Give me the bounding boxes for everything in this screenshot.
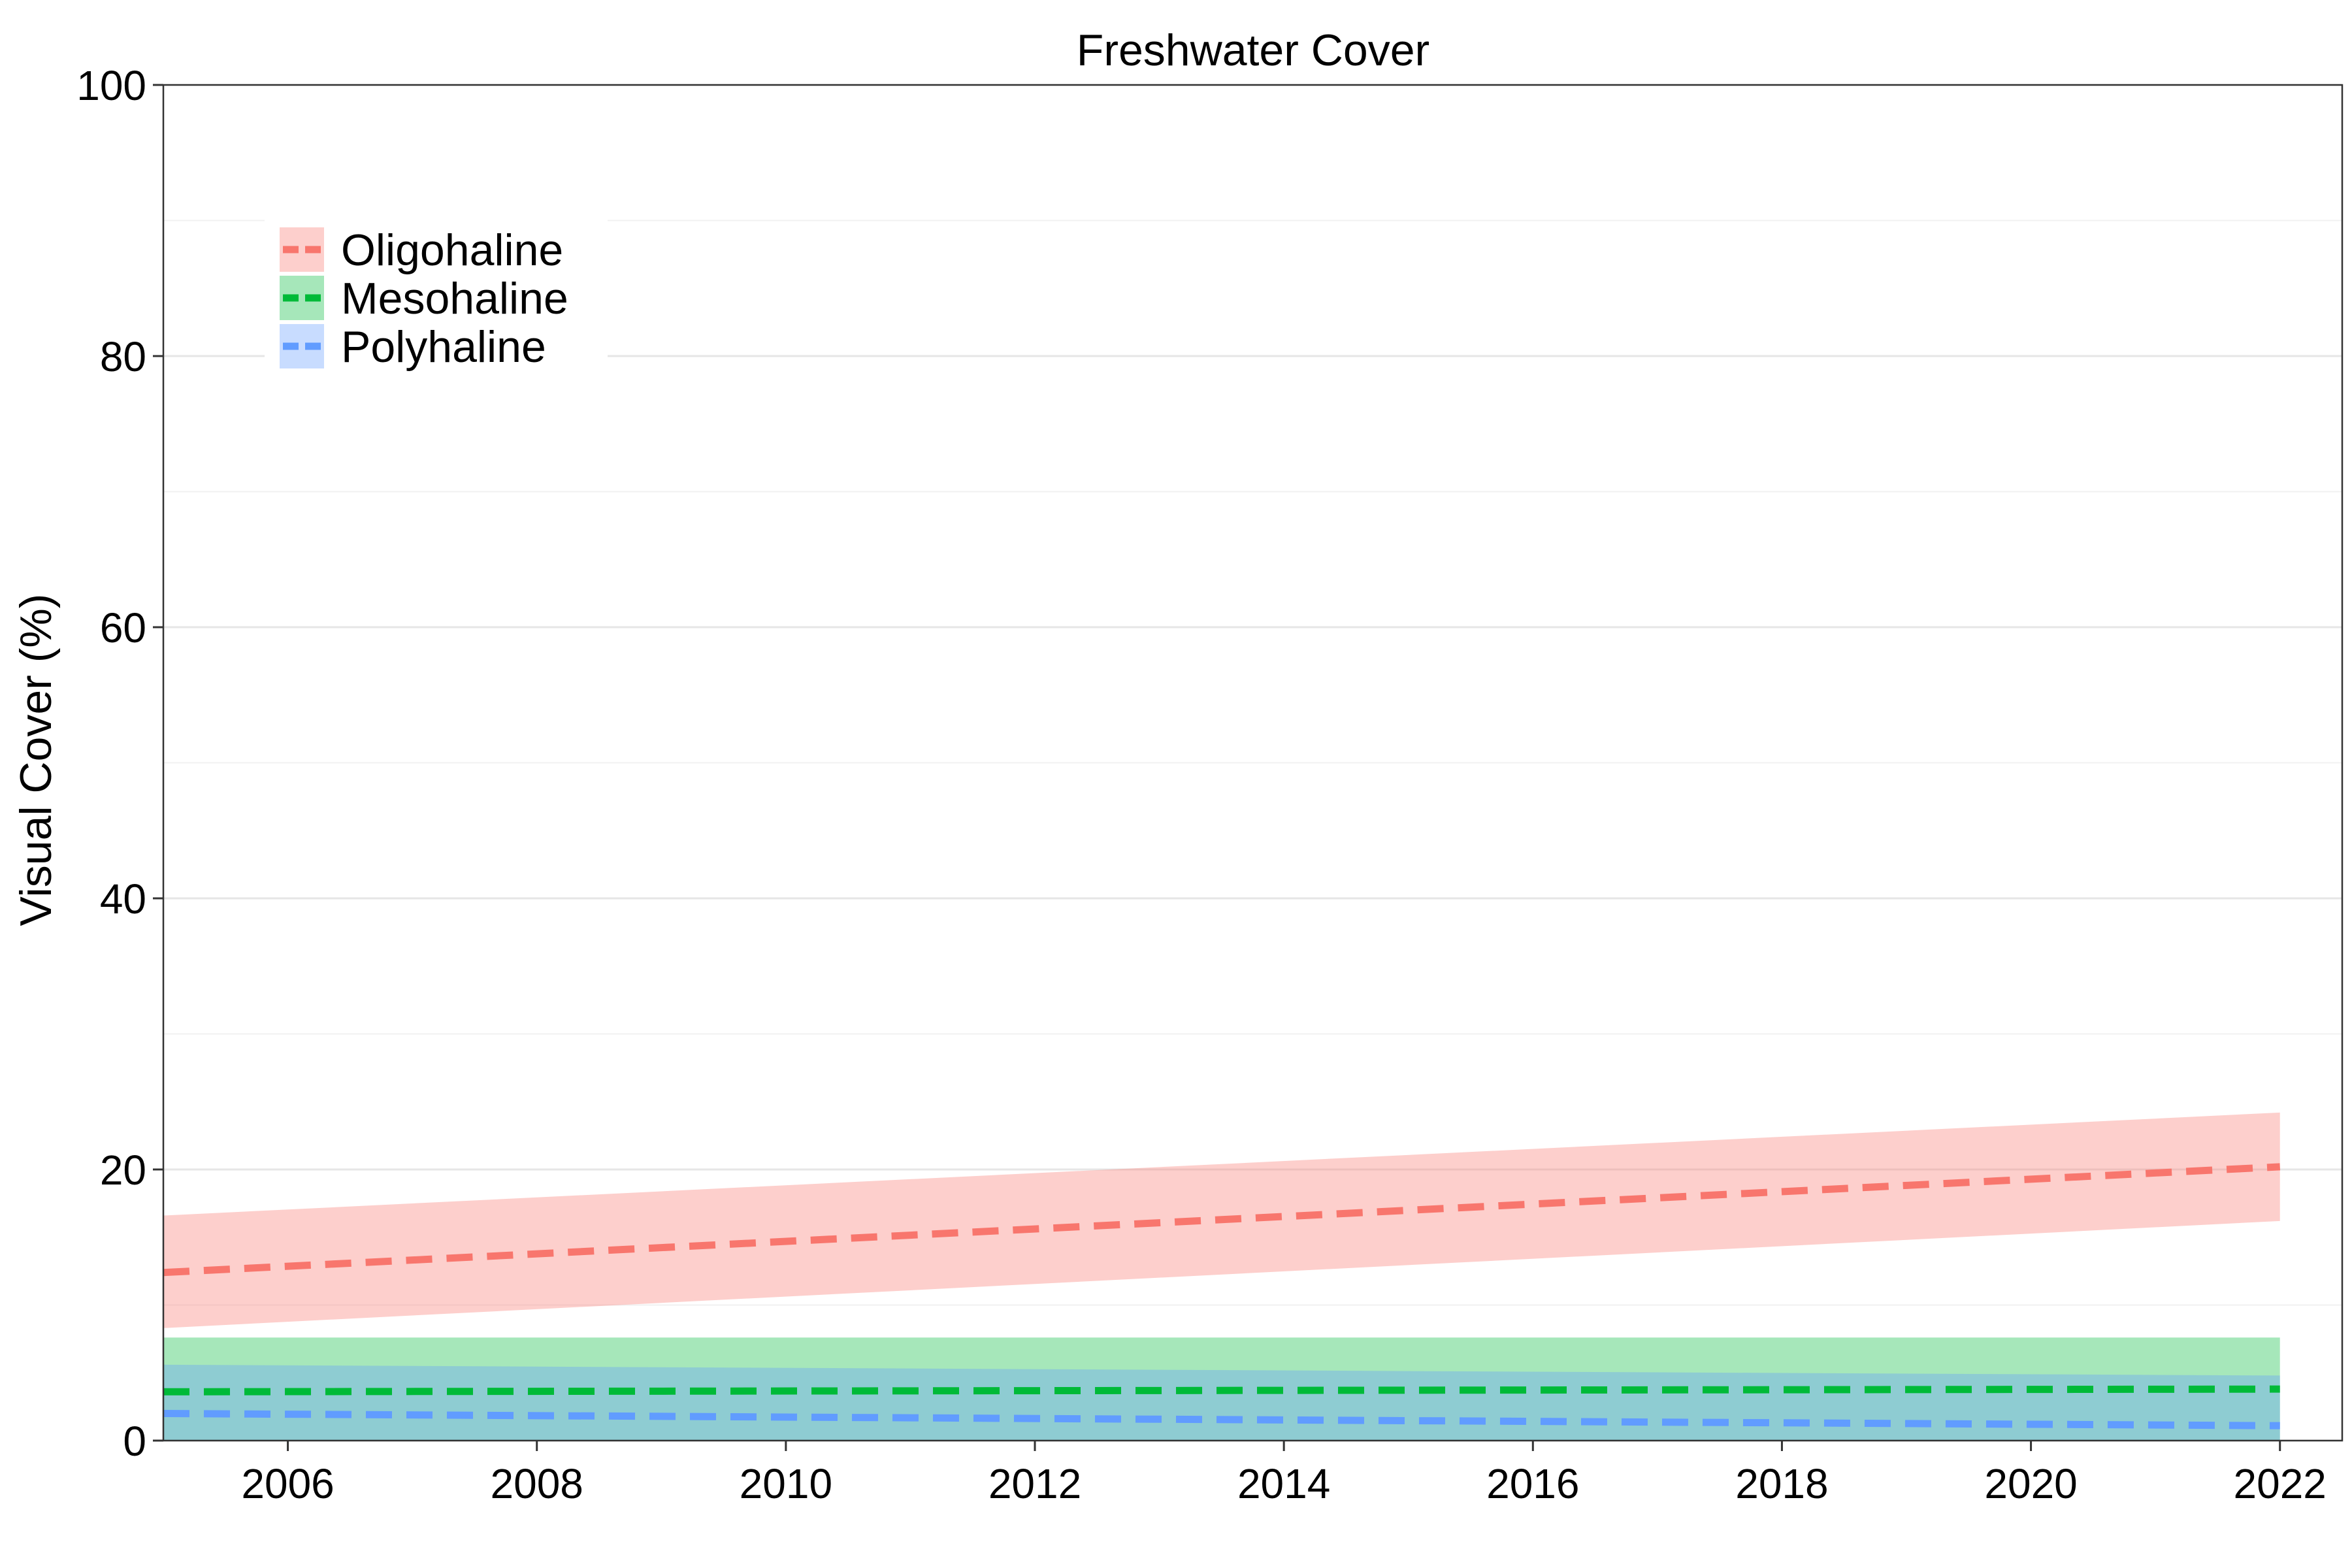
fit-line-polyhaline [163, 1410, 2280, 1429]
y-tick-label: 100 [76, 62, 146, 109]
legend-label-oligohaline: Oligohaline [341, 225, 563, 275]
legend-label-mesohaline: Mesohaline [341, 274, 568, 323]
fit-lines [163, 1163, 2280, 1429]
x-tick-label: 2016 [1486, 1460, 1579, 1507]
fit-line-mesohaline [163, 1385, 2280, 1396]
y-tick-label: 40 [100, 875, 146, 923]
y-tick-label: 0 [123, 1418, 146, 1465]
plot-panel-border [162, 84, 2344, 1442]
y-axis-title: Visual Cover (%) [11, 594, 61, 926]
x-tick-label: 2014 [1237, 1460, 1330, 1507]
chart-title: Freshwater Cover [1077, 25, 1429, 75]
x-tick-label: 2020 [1984, 1460, 2077, 1507]
y-tick-label: 80 [100, 333, 146, 380]
x-tick-label: 2010 [740, 1460, 832, 1507]
y-axis-tick-labels: 0 20 40 60 80 100 [76, 62, 146, 1465]
legend-label-polyhaline: Polyhaline [341, 322, 546, 372]
fit-line-oligohaline [163, 1163, 2280, 1277]
legend-background [265, 219, 608, 379]
y-tick-label: 60 [100, 604, 146, 651]
x-tick-label: 2012 [988, 1460, 1081, 1507]
x-tick-label: 2006 [241, 1460, 334, 1507]
x-tick-label: 2008 [491, 1460, 583, 1507]
axis-ticks [153, 84, 2281, 1451]
band-polyhaline [163, 1364, 2280, 1441]
x-tick-label: 2022 [2234, 1460, 2327, 1507]
x-tick-label: 2018 [1735, 1460, 1828, 1507]
y-tick-label: 20 [100, 1147, 146, 1194]
x-axis-tick-labels: 2006 2008 2010 2012 2014 2016 2018 2020 2022 [241, 1460, 2327, 1507]
